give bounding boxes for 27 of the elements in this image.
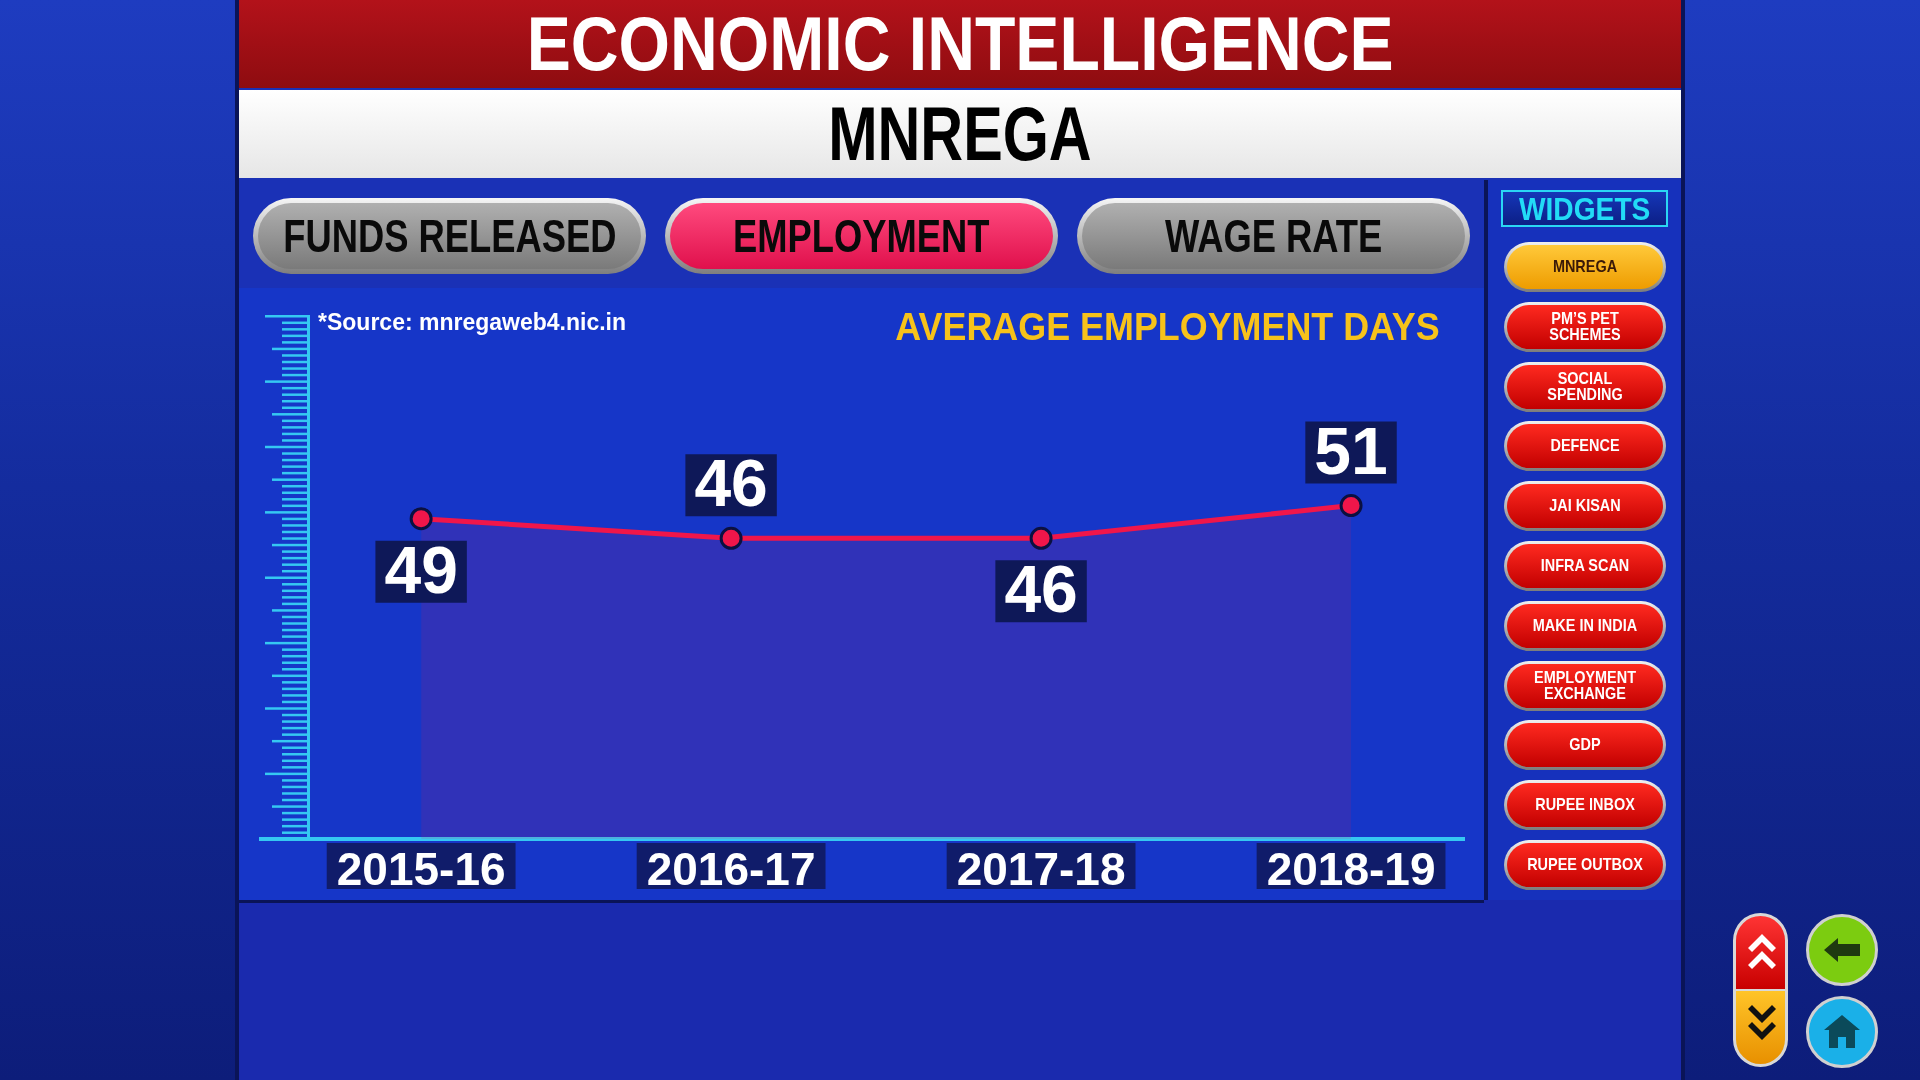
pill-button: EMPLOYMENT EXCHANGE [1504,660,1666,711]
text: WIDGETS [1518,190,1651,227]
x-tick-label: 2017-18 [956,843,1126,896]
pill-button: MNREGA [1504,242,1666,292]
x-tick-label: 2016-17 [646,843,816,896]
pill-button: DEFENCE [1504,421,1666,472]
text: MNREGA [828,91,1092,176]
data-label: 51 [1314,413,1388,488]
pill-button: GDP [1504,720,1666,771]
pill-button: INFRA SCAN [1504,541,1666,591]
x-tick-label: 2015-16 [336,843,506,896]
tab-button: EMPLOYMENT [665,198,1058,274]
pill-button: RUPEE INBOX [1504,780,1666,831]
pill-button: JAI KISAN [1504,481,1666,532]
data-label: 49 [384,532,458,607]
tab-button: WAGE RATE [1077,198,1470,274]
data-label: 46 [1004,552,1078,627]
pill-button: PM’S PET SCHEMES [1504,301,1666,352]
data-label: 46 [694,446,768,521]
pill-button: RUPEE OUTBOX [1504,840,1666,890]
tab-button: FUNDS RELEASED [253,198,646,274]
text: ECONOMIC INTELLIGENCE [526,1,1394,86]
chart-title: AVERAGE EMPLOYMENT DAYS [895,305,1440,348]
pill-button: SOCIAL SPENDING [1504,361,1666,412]
text: *Source: mnregaweb4.nic.in [318,309,627,335]
pill-button: MAKE IN INDIA [1504,600,1666,651]
x-tick-label: 2018-19 [1266,843,1436,896]
